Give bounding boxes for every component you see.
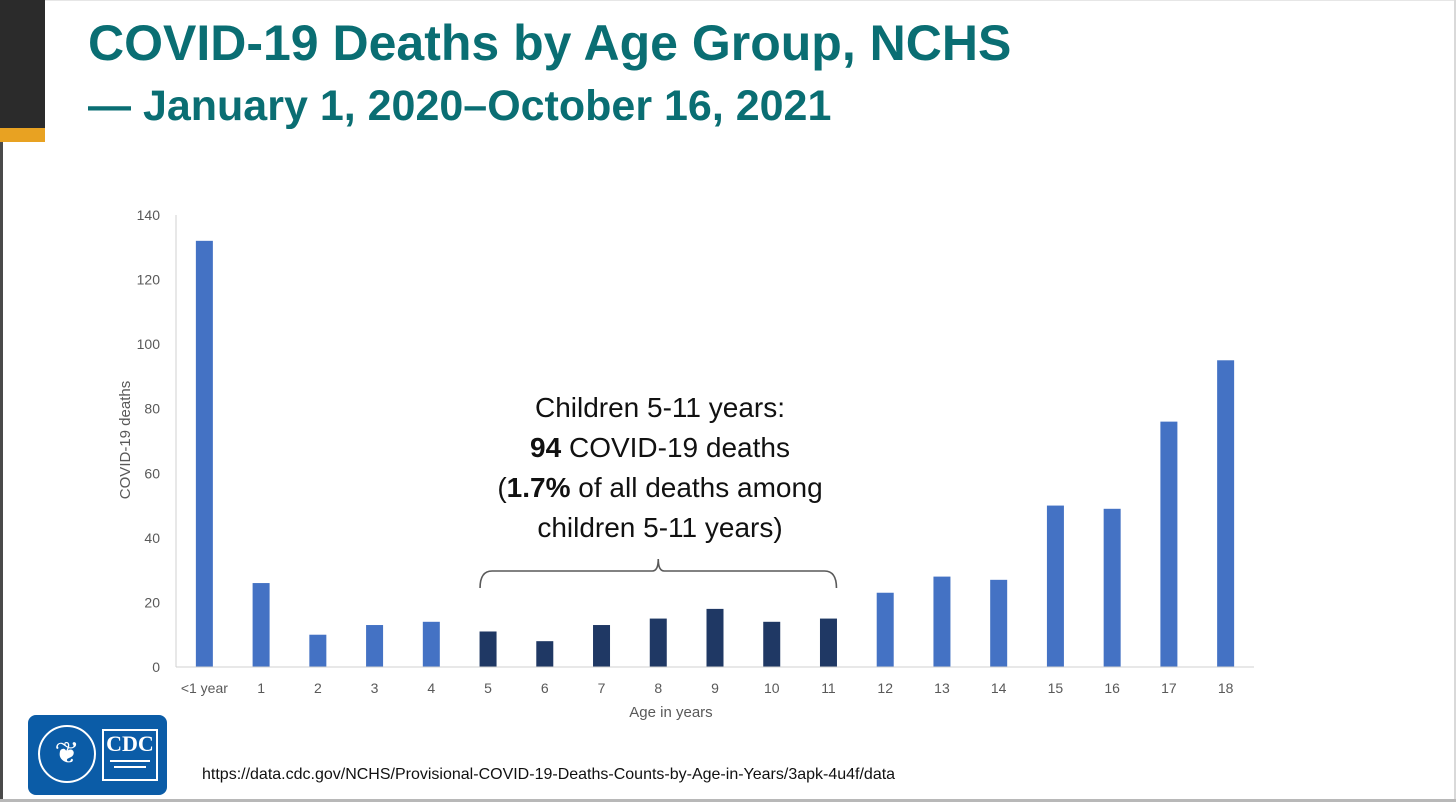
x-tick-label: 17 — [1161, 680, 1177, 696]
bars — [195, 240, 1235, 668]
bar-14 — [990, 579, 1008, 667]
bar-8 — [649, 618, 667, 667]
x-tick-label: 14 — [991, 680, 1007, 696]
bar-7 — [593, 625, 611, 667]
x-tick-label: 12 — [877, 680, 893, 696]
bar-3 — [366, 625, 384, 667]
x-tick-label: 3 — [371, 680, 379, 696]
bottom-border — [0, 799, 1456, 802]
x-tick-label: 1 — [257, 680, 265, 696]
annotation-line-4: children 5-11 years) — [537, 512, 783, 543]
y-tick-label: 40 — [144, 530, 160, 546]
y-axis: 0 20 40 60 80 100 120 140 — [137, 207, 177, 675]
y-tick-label: 140 — [137, 207, 161, 223]
hhs-seal-icon: ❦ — [38, 725, 96, 783]
age-5-11-brace — [479, 558, 838, 589]
x-tick-label: <1 year — [181, 680, 228, 696]
bar-1 — [252, 583, 270, 667]
annotation-callout: Children 5-11 years: 94 COVID-19 deaths … — [440, 388, 880, 548]
annotation-paren: ( — [497, 472, 507, 503]
top-border — [45, 0, 1456, 1]
y-tick-label: 100 — [137, 336, 161, 352]
bar-16 — [1103, 508, 1121, 667]
left-border — [0, 0, 3, 802]
bar-13 — [933, 576, 951, 667]
corner-accent-bar — [0, 128, 45, 142]
annotation-count-suffix: COVID-19 deaths — [561, 432, 790, 463]
bar-9 — [706, 608, 724, 667]
bar-10 — [763, 621, 781, 667]
x-axis-title: Age in years — [629, 704, 712, 721]
y-tick-label: 20 — [144, 594, 160, 610]
cdc-logo-mark: CDC — [102, 729, 158, 781]
x-tick-label: 6 — [541, 680, 549, 696]
bar-11 — [819, 618, 837, 667]
x-tick-label: 16 — [1104, 680, 1120, 696]
slide-title: COVID-19 Deaths by Age Group, NCHS — [88, 15, 1012, 71]
x-tick-label: 15 — [1048, 680, 1064, 696]
y-tick-label: 120 — [137, 272, 161, 288]
x-tick-label: 2 — [314, 680, 322, 696]
bar-under-1 — [195, 240, 213, 668]
x-tick-label: 10 — [764, 680, 780, 696]
bar-15 — [1046, 505, 1064, 667]
x-tick-label: 8 — [654, 680, 662, 696]
bar-2 — [309, 634, 327, 667]
x-tick-label: 7 — [598, 680, 606, 696]
y-tick-label: 0 — [152, 659, 160, 675]
bar-18 — [1217, 360, 1235, 667]
bar-17 — [1160, 421, 1178, 667]
x-tick-label: 11 — [821, 680, 836, 696]
slide-subtitle: — January 1, 2020–October 16, 2021 — [88, 82, 832, 130]
x-tick-label: 9 — [711, 680, 719, 696]
annotation-percent: 1.7% — [506, 472, 571, 503]
annotation-percent-suffix: of all deaths among — [570, 472, 823, 503]
annotation-line-1: Children 5-11 years: — [534, 392, 786, 423]
right-border — [1454, 0, 1456, 802]
annotation-count: 94 — [530, 432, 562, 463]
bar-6 — [536, 641, 554, 667]
eagle-icon: ❦ — [54, 737, 80, 770]
y-tick-label: 80 — [144, 401, 160, 417]
bar-5 — [479, 631, 497, 667]
x-tick-label: 5 — [484, 680, 492, 696]
bar-12 — [876, 592, 894, 667]
x-tick-label: 13 — [934, 680, 950, 696]
x-tick-label: 4 — [427, 680, 435, 696]
y-axis-title: COVID-19 deaths — [117, 381, 134, 499]
corner-dark-block — [0, 0, 45, 128]
annotation-line-2: 94 COVID-19 deaths — [440, 428, 880, 468]
source-link[interactable]: https://data.cdc.gov/NCHS/Provisional-CO… — [202, 766, 896, 783]
x-tick-label: 18 — [1218, 680, 1234, 696]
y-tick-label: 60 — [144, 465, 160, 481]
cdc-logo-text: CDC — [106, 731, 154, 756]
cdc-logo: ❦ CDC — [28, 715, 167, 795]
bar-4 — [422, 621, 440, 667]
annotation-line-3: (1.7% of all deaths among — [440, 468, 880, 508]
x-axis: <1 year 1 2 3 4 5 6 7 8 9 10 11 12 13 14 15 16 17 18 — [176, 666, 1254, 696]
